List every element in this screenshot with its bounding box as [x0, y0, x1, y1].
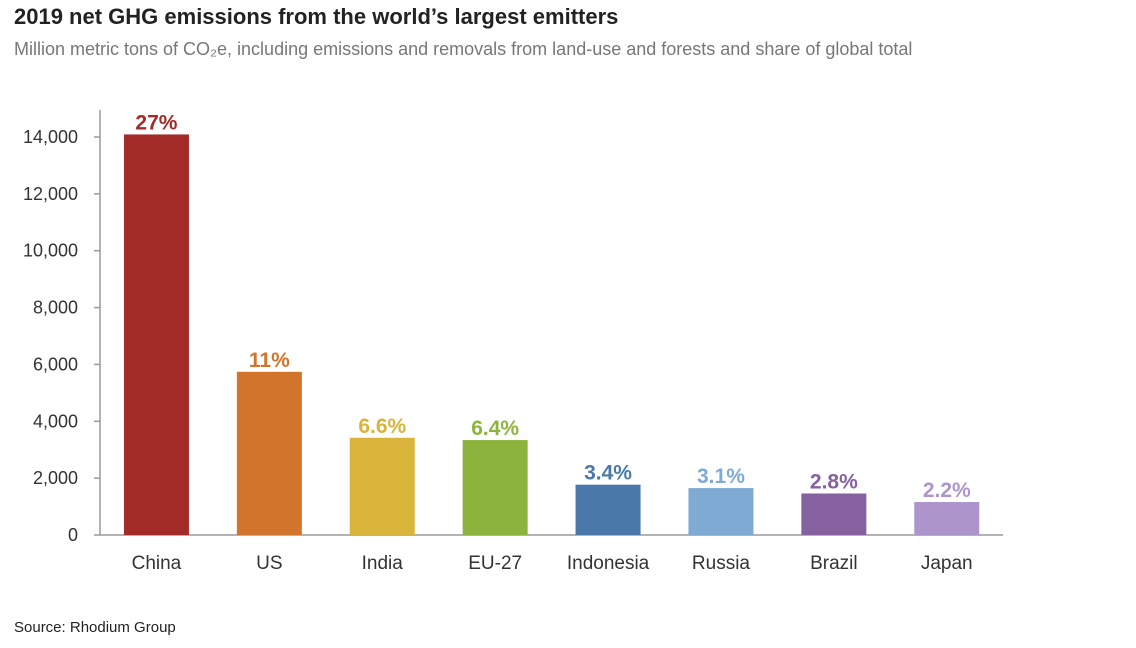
- x-category-label: US: [256, 553, 282, 574]
- chart-subtitle: Million metric tons of CO₂e, including e…: [14, 39, 913, 59]
- bar-indonesia: [575, 484, 641, 535]
- y-tick-label: 10,000: [23, 241, 78, 261]
- bar-china: [123, 134, 189, 536]
- share-label: 3.4%: [584, 462, 632, 485]
- x-category-label: Indonesia: [567, 553, 650, 574]
- source-note: Source: Rhodium Group: [14, 619, 176, 636]
- bar-russia: [688, 488, 754, 535]
- share-label: 3.1%: [697, 465, 745, 488]
- share-label: 6.4%: [471, 417, 519, 440]
- y-tick-label: 6,000: [33, 354, 78, 374]
- bar-brazil: [801, 493, 867, 535]
- share-label: 6.6%: [358, 415, 406, 438]
- x-category-label: EU-27: [468, 553, 522, 574]
- y-tick-label: 4,000: [33, 411, 78, 431]
- chart-title: 2019 net GHG emissions from the world’s …: [14, 4, 619, 29]
- bar-eu-27: [462, 440, 528, 535]
- share-label: 2.8%: [810, 470, 858, 493]
- y-tick-label: 8,000: [33, 298, 78, 318]
- bar-india: [349, 437, 415, 535]
- x-category-label: China: [132, 553, 182, 574]
- share-label: 27%: [135, 111, 177, 134]
- y-tick-label: 0: [68, 525, 78, 545]
- bar-us: [236, 371, 302, 535]
- x-category-label: Russia: [692, 553, 751, 574]
- x-category-label: India: [362, 553, 404, 574]
- y-tick-label: 14,000: [23, 127, 78, 147]
- bar-japan: [914, 502, 980, 535]
- y-tick-label: 2,000: [33, 468, 78, 488]
- x-category-label: Brazil: [810, 553, 858, 574]
- share-label: 2.2%: [923, 479, 971, 502]
- x-category-label: Japan: [921, 553, 973, 574]
- y-tick-label: 12,000: [23, 184, 78, 204]
- share-label: 11%: [249, 349, 290, 372]
